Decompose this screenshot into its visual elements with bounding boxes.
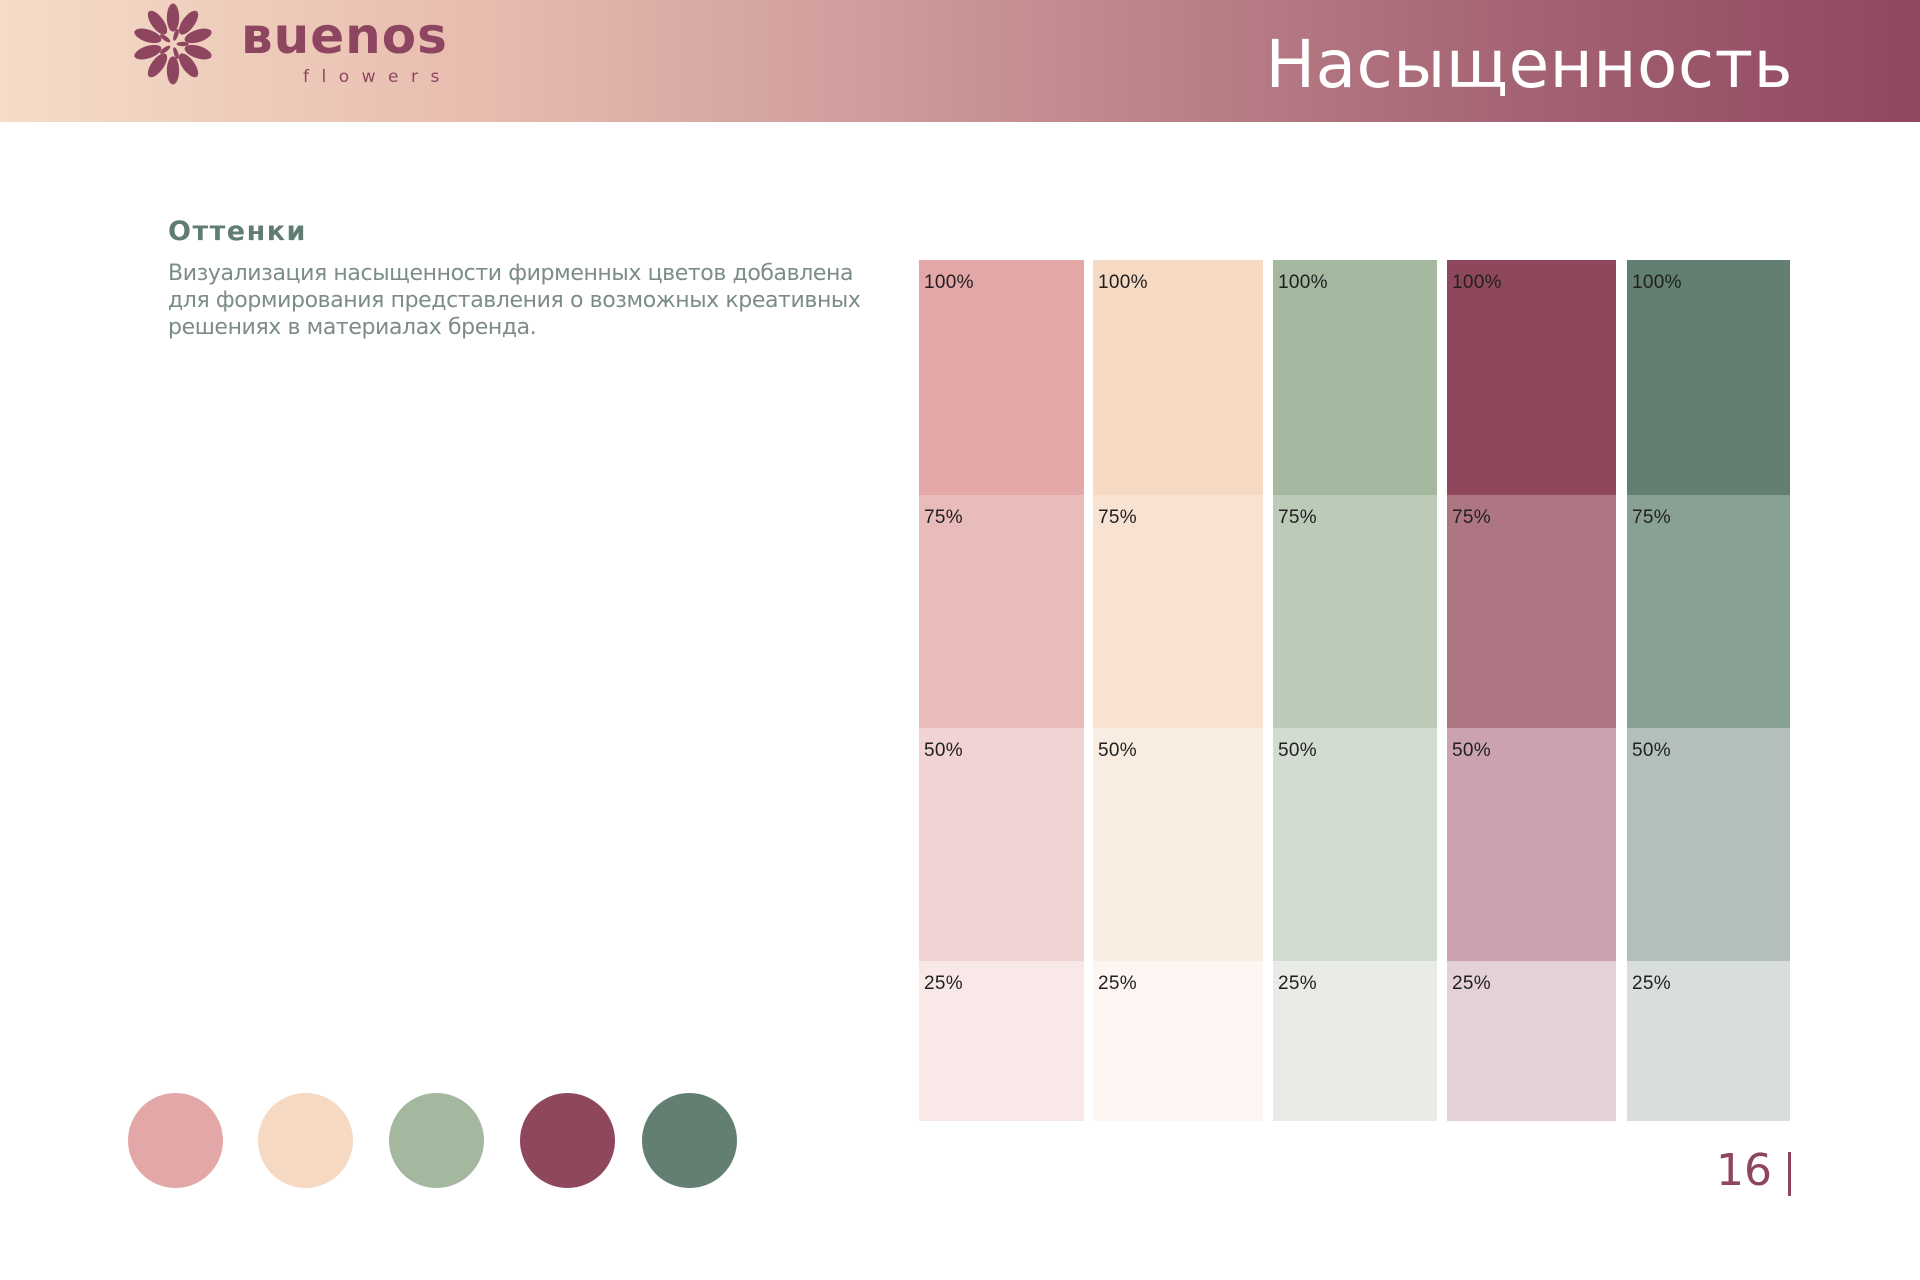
- swatch-label: 25%: [1278, 973, 1317, 994]
- swatch-label: 100%: [1278, 272, 1328, 293]
- swatch-label: 100%: [924, 272, 974, 293]
- swatch-100: 100%: [1093, 260, 1263, 495]
- swatch-label: 50%: [1278, 740, 1317, 761]
- page-title: Насыщенность: [1265, 26, 1793, 103]
- swatch-label: 75%: [1098, 507, 1137, 528]
- swatch-100: 100%: [1447, 260, 1616, 495]
- color-circle-wine: [520, 1093, 615, 1188]
- swatch-75: 75%: [1447, 495, 1616, 728]
- swatch-label: 50%: [1452, 740, 1491, 761]
- page-number: 16: [1716, 1145, 1772, 1196]
- logo-subtitle: flowers: [303, 67, 452, 87]
- swatch-label: 100%: [1452, 272, 1502, 293]
- page-number-divider: [1788, 1152, 1791, 1196]
- swatch-50: 50%: [1627, 728, 1790, 961]
- section-heading: Оттенки: [168, 216, 307, 247]
- swatch-100: 100%: [919, 260, 1084, 495]
- swatch-label: 25%: [1452, 973, 1491, 994]
- swatch-50: 50%: [919, 728, 1084, 961]
- swatch-25: 25%: [1093, 961, 1263, 1121]
- swatch-50: 50%: [1273, 728, 1437, 961]
- palette-column-pink: 100% 75% 50% 25%: [919, 260, 1084, 1121]
- color-circle-sage: [389, 1093, 484, 1188]
- swatch-label: 25%: [1098, 973, 1137, 994]
- swatch-50: 50%: [1447, 728, 1616, 961]
- header-banner: ʙuenos flowers Насыщенность: [0, 0, 1920, 122]
- swatch-label: 25%: [924, 973, 963, 994]
- swatch-75: 75%: [1273, 495, 1437, 728]
- swatch-75: 75%: [919, 495, 1084, 728]
- palette-column-sage: 100% 75% 50% 25%: [1273, 260, 1437, 1121]
- swatch-25: 25%: [1447, 961, 1616, 1121]
- swatch-25: 25%: [1627, 961, 1790, 1121]
- swatch-label: 25%: [1632, 973, 1671, 994]
- swatch-25: 25%: [1273, 961, 1437, 1121]
- swatch-100: 100%: [1627, 260, 1790, 495]
- palette-column-peach: 100% 75% 50% 25%: [1093, 260, 1263, 1121]
- swatch-label: 50%: [1098, 740, 1137, 761]
- swatch-label: 100%: [1632, 272, 1682, 293]
- swatch-label: 75%: [1452, 507, 1491, 528]
- logo-wordmark: ʙuenos: [241, 7, 448, 65]
- color-circle-pink: [128, 1093, 223, 1188]
- palette-column-wine: 100% 75% 50% 25%: [1447, 260, 1616, 1121]
- swatch-label: 50%: [1632, 740, 1671, 761]
- color-circle-peach: [258, 1093, 353, 1188]
- swatch-label: 75%: [1278, 507, 1317, 528]
- color-circle-green: [642, 1093, 737, 1188]
- swatch-75: 75%: [1627, 495, 1790, 728]
- swatch-label: 75%: [1632, 507, 1671, 528]
- swatch-50: 50%: [1093, 728, 1263, 961]
- swatch-label: 50%: [924, 740, 963, 761]
- swatch-label: 100%: [1098, 272, 1148, 293]
- saturation-palette-grid: 100% 75% 50% 25% 100% 75% 50% 25% 100% 7…: [919, 260, 1790, 1121]
- swatch-100: 100%: [1273, 260, 1437, 495]
- flower-icon: [134, 3, 212, 85]
- swatch-25: 25%: [919, 961, 1084, 1121]
- section-description: Визуализация насыщенности фирменных цвет…: [168, 261, 861, 340]
- swatch-75: 75%: [1093, 495, 1263, 728]
- swatch-label: 75%: [924, 507, 963, 528]
- palette-column-green: 100% 75% 50% 25%: [1627, 260, 1790, 1121]
